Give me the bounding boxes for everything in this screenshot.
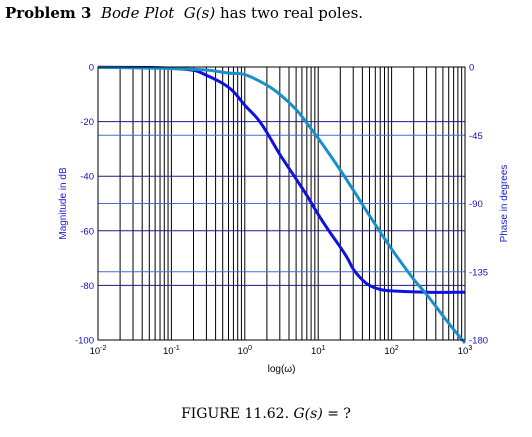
problem-number: Problem 3 [5, 4, 92, 22]
plot-frame [97, 66, 466, 341]
phase-curve [97, 65, 467, 344]
tick-labels: 10-2 10-1 100 101 102 1030-20-40-60-80-1000-4… [75, 63, 488, 358]
y-tick-label: -80 [80, 281, 94, 292]
y2-tick-label: 0 [469, 63, 474, 74]
x-axis-label: log(ω) [268, 364, 296, 375]
x-tick-exponent: -1 [174, 345, 180, 352]
x-tick-base: 10 [90, 346, 101, 357]
y2-tick-label: -135 [469, 267, 488, 278]
y-axis-label: Magnitude in dB [58, 167, 69, 240]
x-tick-label: 10-1 [163, 345, 180, 357]
x-tick-label: 101 [311, 345, 326, 357]
y2-tick-label: -45 [469, 131, 483, 142]
x-tick-exponent: 0 [248, 345, 252, 352]
grid [98, 67, 465, 340]
y2-axis-label: Phase in degrees [499, 165, 510, 243]
y2-tick-label: -180 [469, 336, 488, 347]
x-tick-label: 100 [238, 345, 253, 357]
figure-caption: FIGURE 11.62. G(s) = ? [0, 406, 532, 422]
x-tick-label: 103 [458, 345, 473, 357]
x-tick-label: 102 [384, 345, 399, 357]
y2-tick-label: -90 [469, 199, 483, 210]
magnitude-curve [97, 65, 466, 294]
x-tick-base: 10 [384, 346, 395, 357]
x-tick-label: 10-2 [90, 345, 107, 357]
x-tick-base: 10 [163, 346, 174, 357]
y-tick-label: -100 [75, 336, 94, 347]
x-tick-exponent: 1 [322, 345, 326, 352]
x-tick-exponent: 2 [395, 345, 399, 352]
y-tick-label: -40 [80, 172, 94, 183]
y-tick-label: -60 [80, 226, 94, 237]
problem-heading: Problem 3 Bode Plot G(s) has two real po… [5, 4, 363, 22]
x-tick-base: 10 [458, 346, 469, 357]
figure-number: FIGURE 11.62. [181, 406, 290, 422]
x-tick-exponent: -2 [100, 345, 106, 352]
x-tick-base: 10 [311, 346, 322, 357]
caption-function: G(s) [293, 406, 323, 422]
curves [97, 65, 467, 344]
y-tick-label: 0 [89, 63, 94, 74]
problem-statement: has two real poles. [219, 4, 364, 22]
x-tick-base: 10 [238, 346, 249, 357]
bode-plot: 10-2 10-1 100 101 102 1030-20-40-60-80-1000-4… [58, 63, 510, 376]
x-tick-exponent: 3 [468, 345, 472, 352]
transfer-function: G(s) [183, 4, 216, 22]
y-tick-label: -20 [80, 117, 94, 128]
problem-topic: Bode Plot [101, 4, 175, 22]
caption-question: = ? [327, 406, 351, 422]
